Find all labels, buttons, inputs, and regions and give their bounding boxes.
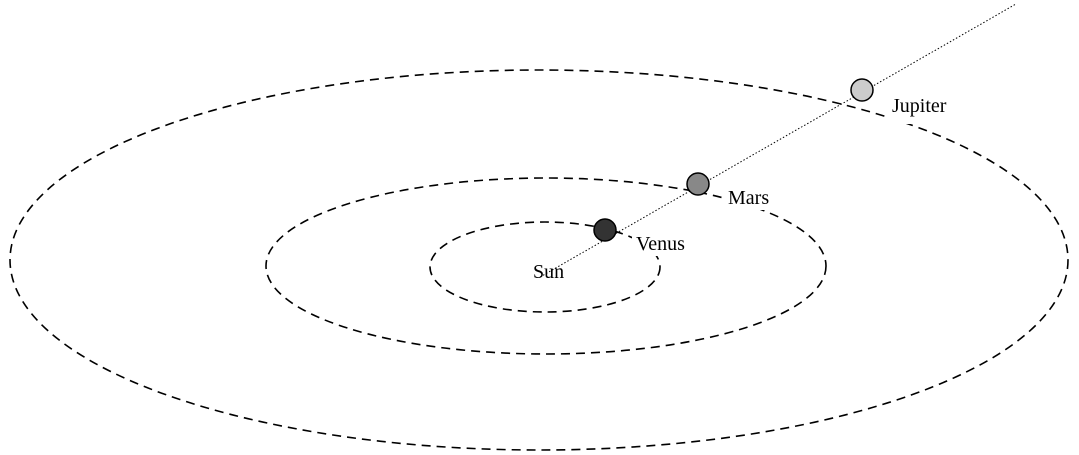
venus-planet <box>594 219 616 241</box>
jupiter-planet <box>851 79 873 101</box>
page: Sun Venus Mars Jupiter (() => { const da… <box>0 0 1079 455</box>
sun-label: Sun <box>533 261 564 283</box>
jupiter-label: Jupiter <box>892 95 947 117</box>
mars-label: Mars <box>728 187 769 209</box>
venus-label: Venus <box>636 233 685 255</box>
mars-planet <box>687 173 709 195</box>
diagram: Sun Venus Mars Jupiter <box>0 0 1079 455</box>
orbits <box>10 70 1068 450</box>
outer-orbit <box>10 70 1068 450</box>
